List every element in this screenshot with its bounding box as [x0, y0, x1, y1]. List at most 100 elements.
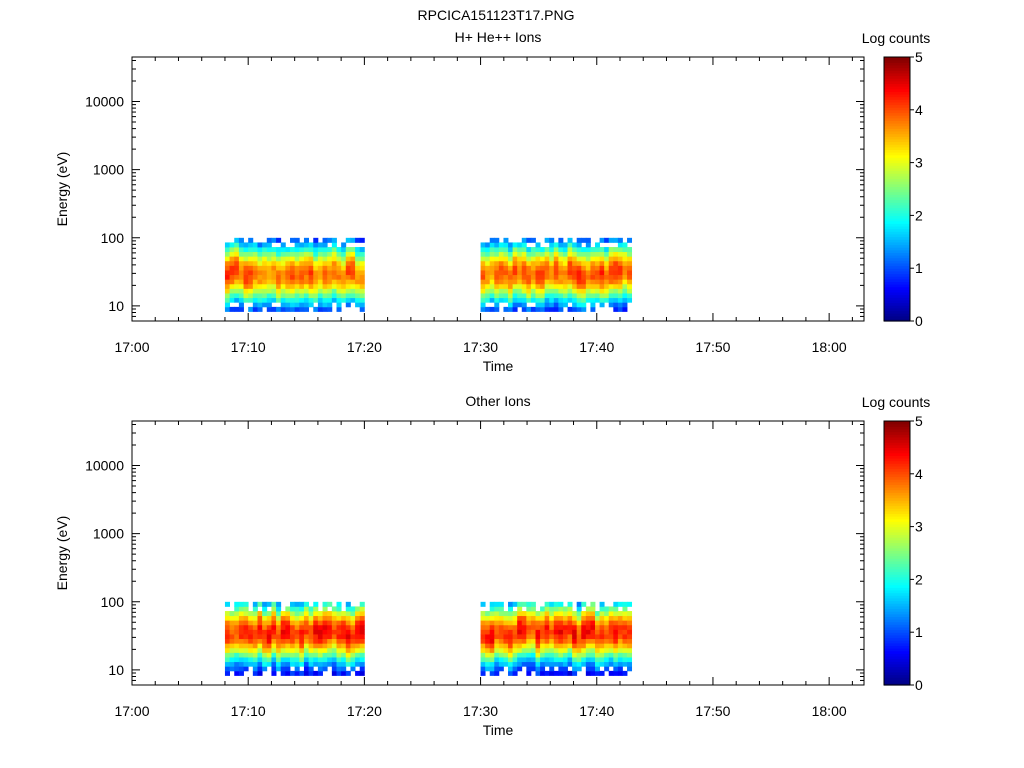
heatmap-cell	[294, 283, 300, 289]
heatmap-cell	[485, 293, 491, 299]
heatmap-cell	[567, 306, 573, 312]
heatmap-cell	[604, 661, 610, 667]
heatmap-cell	[535, 251, 541, 257]
heatmap-cell	[517, 242, 523, 248]
heatmap-cell	[327, 657, 333, 663]
colorbar-segment	[884, 671, 910, 676]
heatmap-cell	[572, 638, 578, 644]
heatmap-cell	[595, 274, 600, 280]
heatmap-cell	[517, 302, 523, 308]
heatmap-cell	[359, 265, 365, 271]
heatmap-cell	[271, 251, 277, 257]
heatmap-cell	[480, 242, 486, 248]
colorbar-segment	[884, 247, 910, 251]
heatmap-cell	[271, 265, 277, 271]
heatmap-cell	[285, 634, 291, 640]
heatmap-cell	[494, 293, 500, 299]
heatmap-cell	[613, 293, 619, 299]
heatmap-cell	[485, 661, 491, 667]
heatmap-cell	[252, 615, 258, 621]
heatmap-cells	[224, 601, 633, 676]
heatmap-cell	[359, 237, 365, 243]
heatmap-cell	[480, 247, 486, 253]
heatmap-cell	[336, 270, 342, 276]
heatmap-cell	[276, 657, 282, 663]
heatmap-cell	[535, 306, 541, 312]
colorbar-segment	[884, 534, 910, 538]
heatmap-cell	[322, 242, 328, 248]
colorbar-segment	[884, 518, 910, 522]
heatmap-cell	[562, 629, 568, 635]
heatmap-cell	[248, 647, 254, 653]
heatmap-cell	[234, 288, 240, 294]
heatmap-cell	[622, 601, 628, 607]
heatmap-cell	[530, 297, 536, 303]
heatmap-cell	[359, 657, 365, 663]
heatmap-cell	[535, 629, 541, 635]
heatmap-cell	[526, 661, 532, 667]
heatmap-cell	[294, 265, 300, 271]
heatmap-cell	[313, 247, 319, 253]
heatmap-cell	[595, 288, 600, 294]
heatmap-cell	[224, 283, 230, 289]
heatmap-cell	[627, 611, 633, 617]
heatmap-cell	[521, 302, 527, 308]
heatmap-cell	[585, 620, 591, 626]
heatmap-cell	[266, 661, 272, 667]
heatmap-cell	[276, 647, 282, 653]
heatmap-cell	[308, 661, 314, 667]
colorbar-segment	[884, 579, 910, 583]
heatmap-cell	[599, 288, 605, 294]
heatmap-cell	[294, 279, 300, 285]
colorbar-segment	[884, 289, 910, 293]
heatmap-cell	[576, 661, 582, 667]
heatmap-cell	[549, 302, 555, 308]
colorbar-segment	[884, 276, 910, 280]
colorbar-tick-label: 4	[915, 102, 923, 118]
heatmap-cell	[581, 251, 587, 257]
heatmap-cell	[350, 634, 356, 640]
heatmap-cell	[498, 643, 504, 649]
heatmap-cell	[359, 606, 365, 612]
heatmap-cell	[622, 256, 628, 262]
heatmap-cell	[355, 265, 361, 271]
heatmap-cell	[567, 297, 573, 303]
heatmap-cell	[558, 297, 564, 303]
heatmap-cell	[234, 274, 240, 280]
heatmap-cell	[526, 643, 532, 649]
colorbar-segment	[884, 207, 910, 211]
heatmap-cell	[294, 601, 300, 607]
heatmap-cell	[313, 620, 319, 626]
heatmap-cell	[608, 629, 614, 635]
heatmap-cell	[313, 265, 319, 271]
colorbar-segment	[884, 120, 910, 124]
heatmap-cell	[526, 624, 532, 630]
heatmap-cell	[252, 288, 258, 294]
colorbar-tick-label: 5	[915, 49, 923, 65]
heatmap-cell	[553, 643, 559, 649]
colorbar-segment	[884, 59, 910, 63]
heatmap-cell	[331, 661, 337, 667]
heatmap-cell	[308, 629, 314, 635]
heatmap-cell	[572, 274, 578, 280]
heatmap-cell	[248, 624, 254, 630]
heatmap-cell	[558, 283, 564, 289]
colorbar-segment	[884, 595, 910, 599]
heatmap-cell	[485, 624, 491, 630]
colorbar-frame	[883, 420, 911, 686]
heatmap-cell	[572, 643, 578, 649]
heatmap-cell	[613, 265, 619, 271]
heatmap-cell	[290, 661, 296, 667]
colorbar-segment	[884, 465, 910, 470]
heatmap-cell	[294, 260, 300, 266]
heatmap-cell	[544, 274, 550, 280]
heatmap-cell	[308, 247, 314, 253]
heatmap-cell	[327, 661, 333, 667]
heatmap-cell	[359, 256, 365, 262]
heatmap-cell	[553, 620, 559, 626]
heatmap-cell	[234, 297, 240, 303]
heatmap-cell	[280, 624, 286, 630]
heatmap-cell	[322, 638, 328, 644]
heatmap-cell	[562, 624, 568, 630]
heatmap-cell	[262, 638, 268, 644]
